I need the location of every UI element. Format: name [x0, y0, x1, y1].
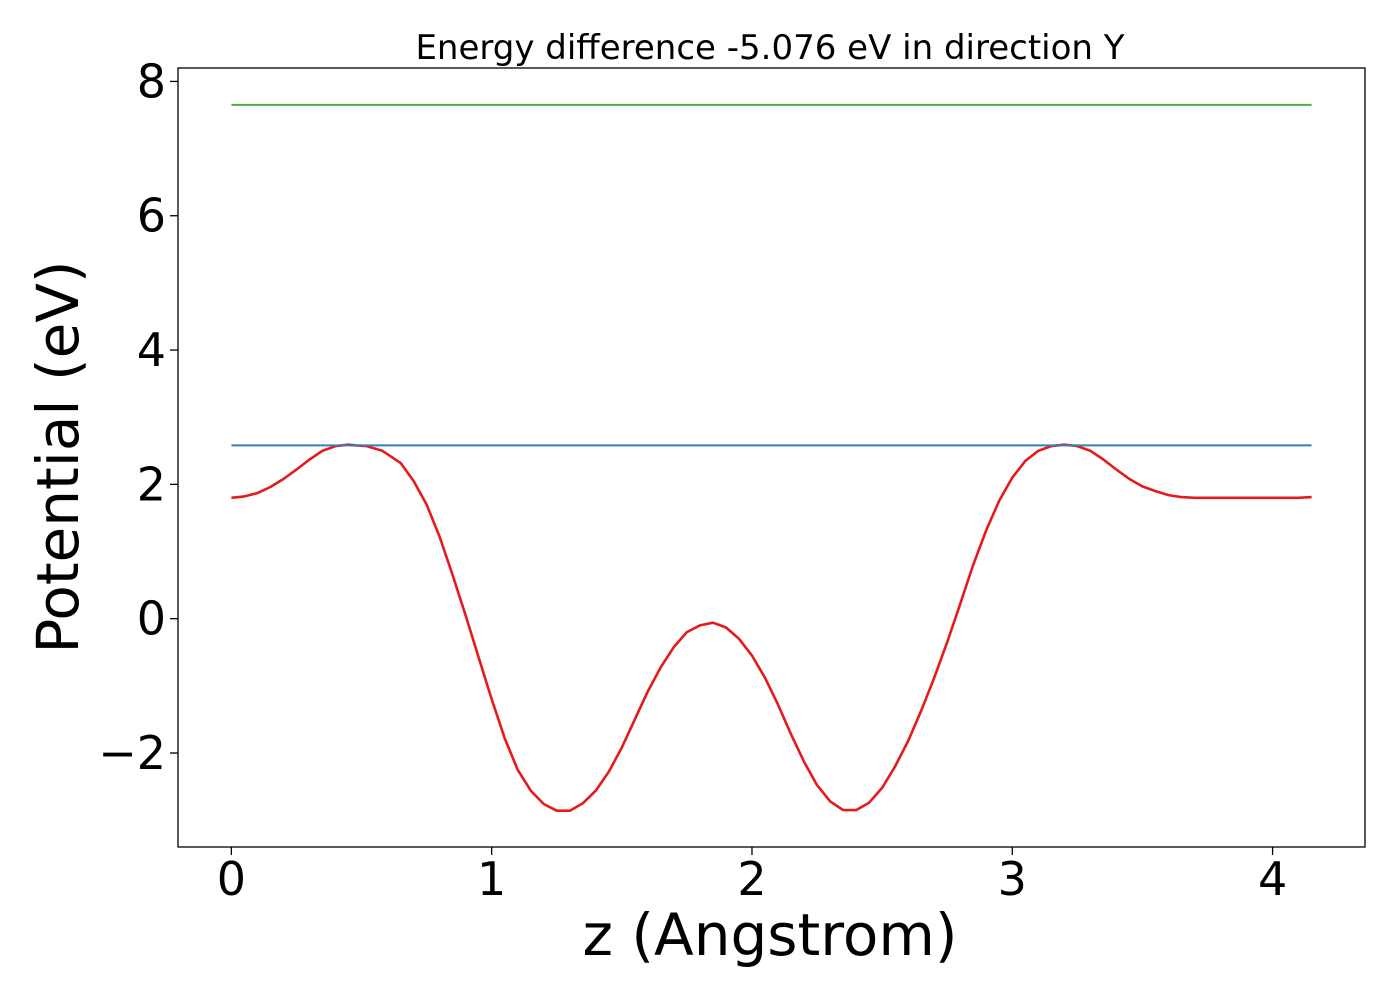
plot-frame: [177, 67, 1366, 848]
x-tick-label: 4: [1258, 852, 1287, 906]
series-line-1: [231, 443, 1312, 813]
y-axis-label: Potential (eV): [24, 260, 92, 653]
x-tick-label: 1: [477, 852, 506, 906]
x-axis-label: z (Angstrom): [583, 901, 958, 969]
y-axis: −2 0 2 4 6 8: [98, 54, 178, 780]
x-axis: 0 1 2 3 4: [217, 847, 1287, 906]
y-tick-label: 4: [137, 323, 166, 377]
series-layer: [231, 103, 1312, 813]
y-tick-label: 2: [137, 457, 166, 511]
y-tick-label: 8: [137, 54, 166, 108]
y-tick-label: 0: [137, 592, 166, 646]
y-tick-label: 6: [137, 189, 166, 243]
x-tick-label: 0: [217, 852, 246, 906]
chart-title: Energy difference -5.076 eV in direction…: [415, 28, 1124, 68]
x-tick-label: 3: [998, 852, 1027, 906]
x-tick-label: 2: [737, 852, 766, 906]
y-tick-label: −2: [98, 726, 166, 780]
